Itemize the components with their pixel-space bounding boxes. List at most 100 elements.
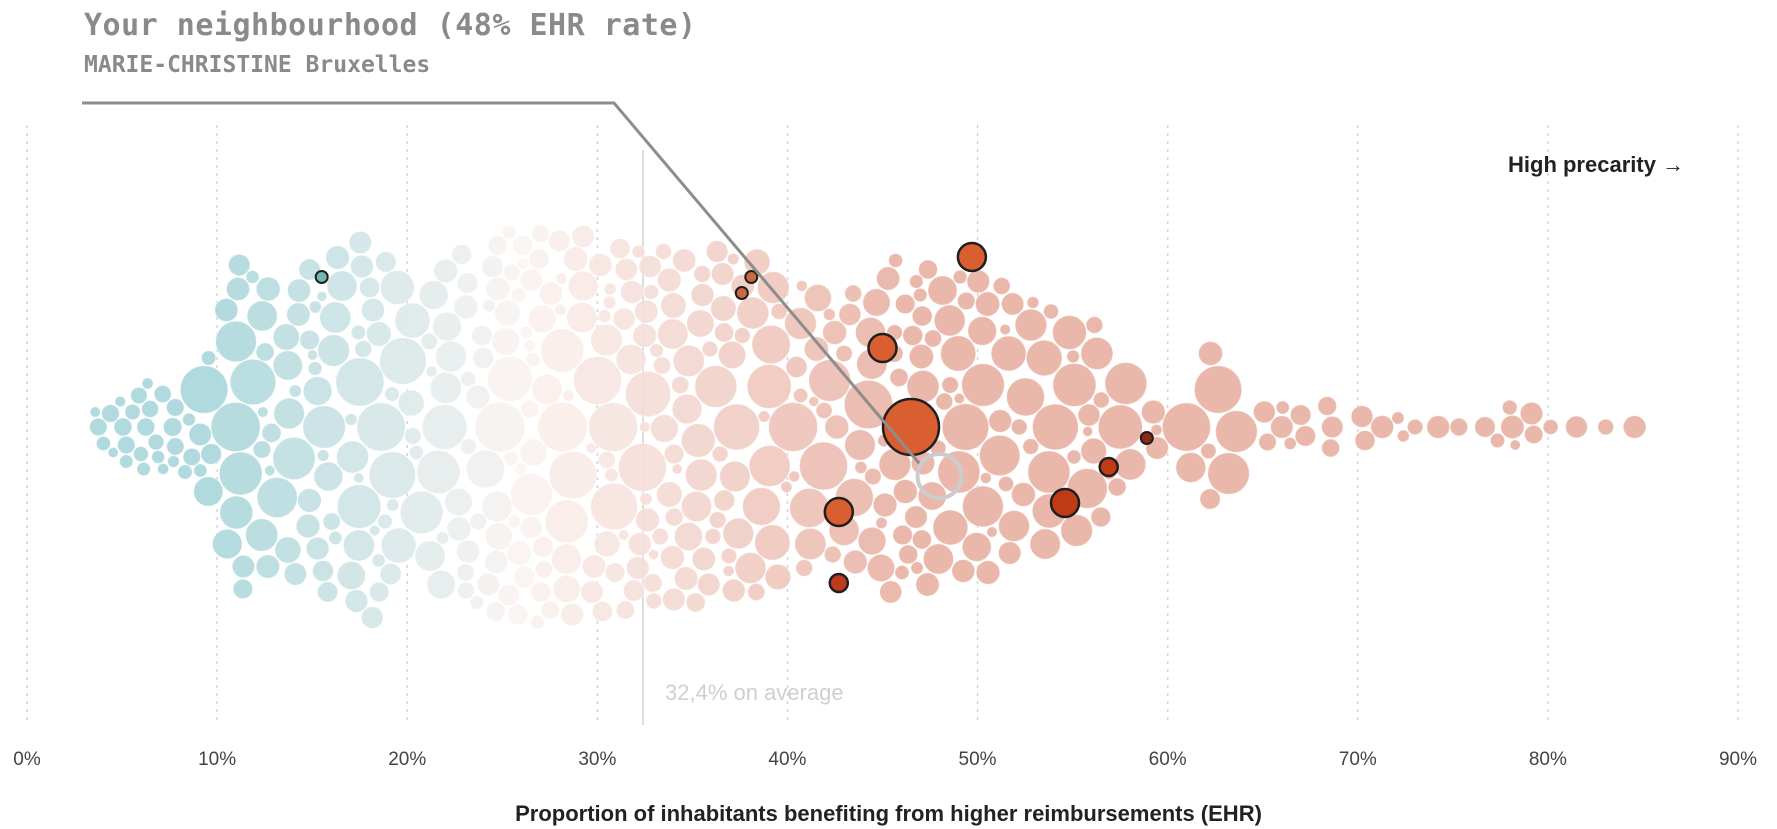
data-point [808, 396, 820, 407]
data-point [322, 512, 341, 531]
data-point [649, 343, 664, 358]
data-point [780, 480, 793, 494]
data-point [961, 363, 1005, 407]
data-point [727, 252, 740, 266]
data-point [1077, 403, 1101, 427]
data-point [531, 373, 563, 406]
data-point [956, 291, 976, 311]
data-point [136, 417, 156, 437]
data-point [342, 529, 375, 562]
x-tick-label: 0% [13, 749, 41, 770]
data-point [162, 417, 183, 437]
data-point [785, 355, 808, 379]
data-point [992, 277, 1011, 295]
data-point [317, 334, 351, 367]
data-point [151, 450, 166, 464]
data-point [573, 356, 622, 405]
data-point [642, 573, 663, 593]
data-point [552, 574, 581, 604]
data-point [1114, 448, 1147, 481]
data-point [305, 536, 330, 561]
data-point [319, 301, 352, 334]
data-point [272, 323, 300, 351]
data-point [124, 403, 141, 421]
data-point [923, 329, 943, 348]
data-point [141, 377, 154, 390]
data-point [519, 438, 548, 467]
data-point [932, 509, 969, 546]
data-point [368, 581, 390, 603]
x-axis-ticks: 0% 10% 20% 30% 40% 50% 60% 70% 80% 90% [13, 749, 1757, 770]
data-point [824, 414, 850, 440]
data-point [89, 417, 108, 437]
data-point [494, 299, 522, 327]
data-point [656, 481, 683, 508]
data-point [875, 266, 901, 291]
data-point [822, 308, 836, 321]
data-point [460, 438, 477, 455]
data-point [245, 270, 260, 284]
x-tick-label: 80% [1529, 749, 1567, 770]
x-tick-label: 70% [1339, 749, 1377, 770]
data-point [426, 569, 457, 600]
data-point [1354, 430, 1376, 451]
data-point [602, 295, 617, 310]
data-point [672, 344, 705, 378]
data-point [844, 284, 863, 303]
data-point [354, 340, 373, 358]
data-point [471, 324, 493, 347]
data-point [548, 229, 571, 253]
data-point [915, 572, 940, 597]
data-point [803, 336, 830, 362]
data-point [854, 460, 868, 475]
data-point [1066, 349, 1080, 364]
data-point [298, 258, 321, 281]
data-point [95, 435, 112, 452]
data-point [911, 305, 933, 327]
data-point [356, 402, 406, 452]
data-point [894, 564, 910, 581]
data-point [597, 451, 616, 469]
data-point [691, 546, 716, 572]
data-point [562, 389, 575, 402]
data-point [961, 532, 992, 562]
data-point [177, 464, 193, 480]
data-point [503, 450, 519, 467]
data-point [1090, 506, 1112, 528]
data-point [1032, 403, 1079, 451]
highlighted-point [956, 241, 988, 273]
data-point [229, 358, 277, 406]
data-point [425, 365, 438, 378]
data-point [255, 276, 281, 302]
data-point [157, 462, 170, 476]
data-point [627, 532, 652, 556]
data-point [344, 413, 358, 426]
data-point [399, 490, 444, 535]
data-point [1426, 415, 1451, 439]
data-point [534, 560, 554, 579]
data-point [966, 269, 991, 294]
data-point [585, 442, 598, 454]
high-precarity-annotation: High precarity → [1508, 152, 1685, 177]
data-point [1252, 400, 1276, 424]
data-point [686, 309, 715, 338]
data-point [200, 350, 217, 366]
data-point [904, 505, 928, 529]
data-point [530, 581, 552, 603]
data-point [618, 529, 630, 541]
data-point [369, 524, 381, 537]
data-point [664, 507, 684, 527]
data-point [520, 399, 540, 419]
data-point [457, 581, 475, 600]
data-point [548, 450, 598, 500]
data-point [645, 592, 663, 610]
data-point [708, 511, 727, 529]
data-point [588, 402, 639, 452]
data-point [1215, 410, 1258, 453]
data-point [1258, 432, 1277, 452]
data-point [719, 460, 751, 493]
data-point [119, 454, 134, 469]
data-point [368, 451, 417, 499]
x-tick-label: 30% [578, 749, 616, 770]
data-point [815, 401, 833, 420]
